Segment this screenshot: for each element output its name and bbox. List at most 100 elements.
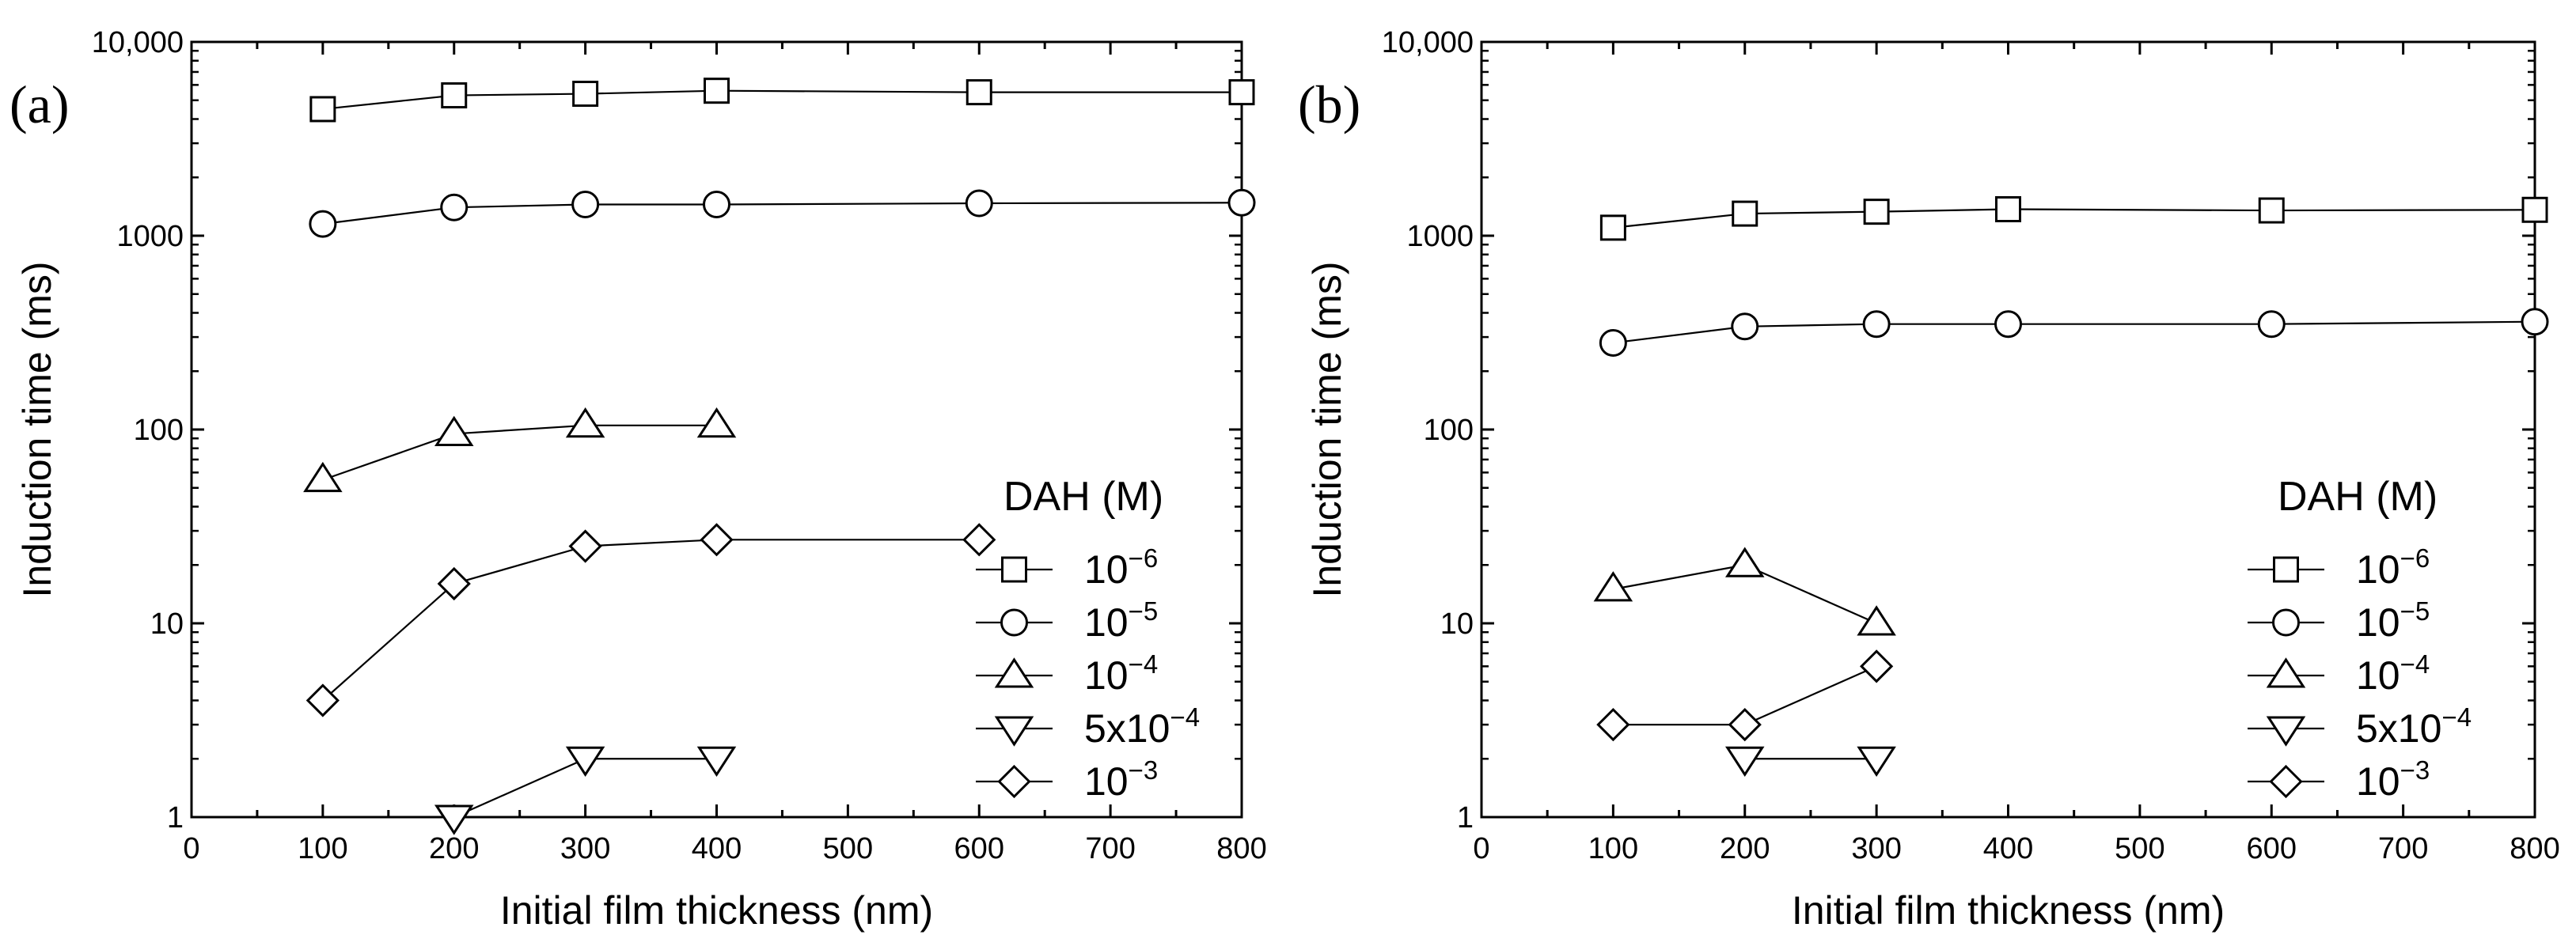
- legend-diamond-icon: [2269, 764, 2303, 799]
- data-point: [1724, 746, 1765, 778]
- x-tick-label: 800: [1216, 832, 1266, 865]
- y-axis: 1 10 100 1000 10,000: [92, 26, 1242, 835]
- data-point: [434, 415, 474, 446]
- x-tick-label: 800: [2510, 832, 2559, 865]
- series-line-segment: [453, 203, 586, 209]
- data-point: [2521, 196, 2548, 223]
- series-line-segment: [453, 424, 586, 435]
- data-point: [2521, 308, 2549, 336]
- data-point: [1732, 200, 1758, 227]
- data-point: [704, 78, 730, 104]
- legend-entry: 10−3: [2248, 755, 2430, 804]
- legend-triangle-down-icon: [994, 716, 1034, 747]
- legend-label: 10−4: [1084, 649, 1158, 698]
- data-point: [440, 193, 469, 221]
- data-point: [1857, 605, 1896, 636]
- x-tick-label: 500: [2115, 832, 2164, 865]
- series-line-segment: [1744, 210, 1877, 215]
- legend-label: 10−3: [2356, 755, 2430, 804]
- x-tick-label: 0: [183, 832, 199, 865]
- series-diamond: [305, 523, 996, 717]
- series-line-segment: [1613, 212, 1745, 229]
- data-point: [1728, 707, 1762, 742]
- legend-entry: 5x10−4: [2248, 702, 2472, 751]
- x-axis-title: Initial film thickness (nm): [500, 888, 933, 933]
- legend-label: 10−3: [1084, 755, 1158, 804]
- data-point: [305, 683, 340, 717]
- legend-title: DAH (M): [2278, 474, 2438, 520]
- data-point: [309, 96, 336, 123]
- x-axis: 0 100 200 300 400 500 600 700 800: [183, 42, 1267, 865]
- series-line-segment: [1744, 323, 1877, 327]
- data-point: [1596, 707, 1630, 742]
- data-point: [565, 746, 605, 778]
- data-point: [1863, 199, 1890, 225]
- x-tick-label: 700: [2378, 832, 2428, 865]
- legend-label: 10−5: [2356, 596, 2430, 645]
- legend-square-icon: [1001, 556, 1027, 583]
- data-point: [1599, 214, 1626, 241]
- series-square: [309, 78, 1255, 123]
- panel-b: (b) 0 100 200 300 400 500 600 700 800 1 10 100 1000 10…: [1298, 26, 2560, 933]
- y-tick-label: 10,000: [92, 26, 184, 59]
- legend-label: 10−4: [2356, 649, 2430, 698]
- legend-label: 10−6: [1084, 543, 1158, 592]
- x-tick-label: 100: [298, 832, 347, 865]
- data-point: [565, 407, 605, 438]
- series-square: [1599, 196, 2548, 241]
- x-tick-label: 100: [1588, 832, 1638, 865]
- series-line-segment: [322, 433, 455, 481]
- x-tick-label: 700: [1085, 832, 1135, 865]
- series-line-segment: [1876, 208, 2009, 213]
- y-tick-label: 1: [167, 801, 184, 835]
- y-tick-label: 1: [1457, 801, 1474, 835]
- data-point: [1994, 310, 2022, 339]
- series-line-segment: [716, 89, 980, 93]
- panel-label: (a): [9, 74, 69, 134]
- data-point: [696, 746, 737, 778]
- x-tick-label: 200: [1720, 832, 1770, 865]
- y-tick-label: 100: [1424, 414, 1474, 447]
- series-diamond: [1596, 649, 1894, 742]
- x-axis-title: Initial film thickness (nm): [1792, 888, 2225, 933]
- series-line-segment: [2271, 320, 2536, 325]
- data-point: [700, 523, 734, 557]
- data-point: [572, 81, 599, 108]
- legend-entry: 10−3: [976, 755, 1158, 804]
- data-point: [2258, 197, 2285, 224]
- data-point: [441, 82, 468, 109]
- legend-entry: 10−4: [976, 649, 1158, 698]
- x-tick-label: 0: [1473, 832, 1489, 865]
- series-line-segment: [1613, 325, 1745, 344]
- legend-title: DAH (M): [1003, 474, 1163, 520]
- data-point: [1724, 547, 1765, 577]
- data-point: [437, 566, 471, 601]
- legend-circle-icon: [1000, 608, 1028, 637]
- data-point: [1995, 196, 2021, 223]
- series-line-segment: [322, 94, 454, 111]
- series-line-segment: [2008, 208, 2272, 212]
- y-tick-label: 10: [1440, 607, 1474, 641]
- x-tick-label: 300: [1851, 832, 1901, 865]
- series-line-segment: [322, 583, 455, 702]
- series-line-segment: [453, 758, 586, 819]
- series-line-segment: [453, 93, 586, 97]
- data-point: [303, 461, 343, 493]
- panel-a: (a) 0 100 200 300 400 500 600 700 800 1 10 100 1000 10…: [9, 26, 1267, 933]
- series-triangle-up: [303, 407, 737, 493]
- legend-triangle-up-icon: [2266, 657, 2306, 688]
- y-axis: 1 10 100 1000 10,000: [1382, 26, 2535, 835]
- y-tick-label: 1000: [116, 220, 184, 253]
- legend-entry: 10−5: [976, 596, 1158, 645]
- series-line-segment: [453, 545, 586, 585]
- legend-triangle-up-icon: [994, 657, 1034, 688]
- y-tick-label: 10: [150, 607, 184, 641]
- legend-entry: 10−4: [2248, 649, 2430, 698]
- series-line-segment: [1744, 564, 1877, 625]
- series-line-segment: [979, 202, 1242, 205]
- plot-frame: [1480, 40, 2536, 819]
- series-line-segment: [322, 206, 454, 225]
